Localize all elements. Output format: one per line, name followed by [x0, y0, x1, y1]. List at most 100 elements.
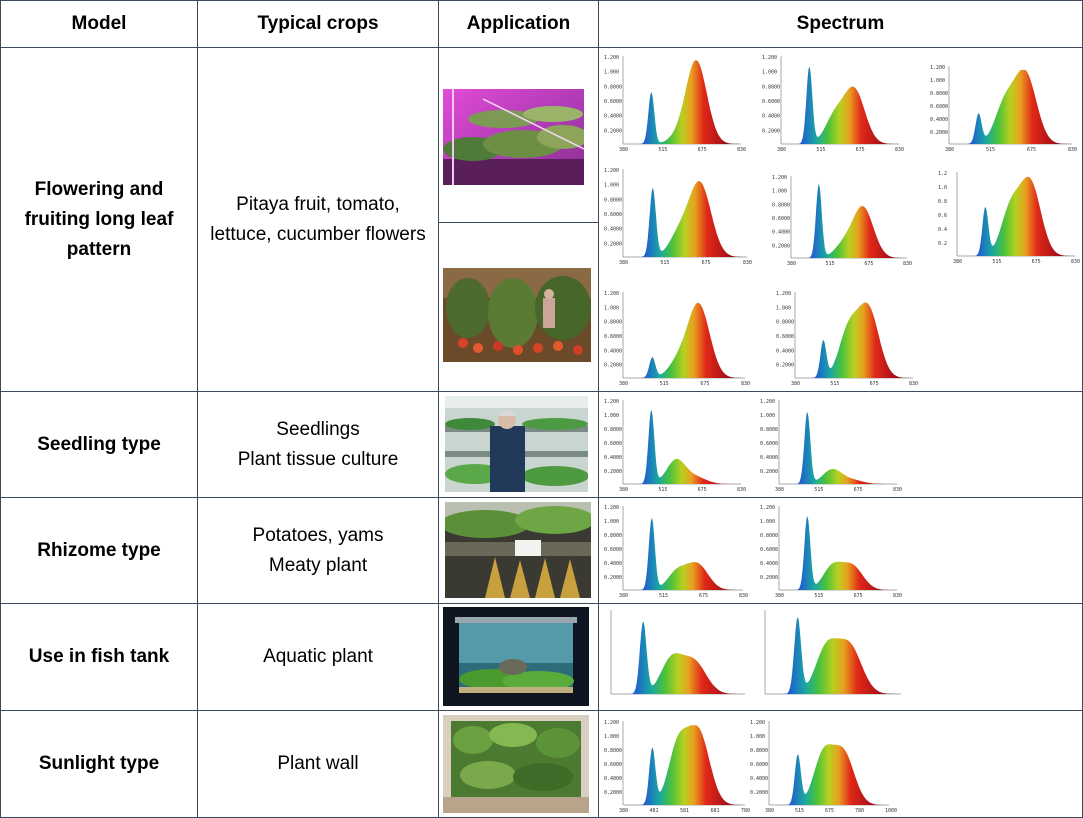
y-tick-label: 0.2000: [604, 790, 622, 796]
model-name-line: Rhizome type: [37, 539, 161, 561]
y-tick-label: 0.8000: [776, 320, 794, 326]
y-tick-label: 0.2000: [930, 130, 948, 136]
x-tick-label: 675: [698, 147, 707, 153]
spectrum-chart: 1.200 1.000 0.8000 0.6000 0.4000 0.2000 380 515…: [761, 52, 904, 153]
y-tick-label: 0.2000: [762, 128, 780, 134]
spectrum-svg: 1.200 1.000 0.8000 0.6000 0.4000 0.2000 380 515…: [772, 175, 912, 267]
spectrum-svg: 1.200 1.000 0.8000 0.6000 0.4000 0.2000 380 515…: [604, 399, 746, 493]
spectrum-curve: [623, 60, 741, 144]
x-tick-label: 830: [737, 487, 746, 493]
x-tick-label: 515: [830, 381, 839, 387]
spectrum-svg: 1.2 1.0 0.8 0.6 0.4 0.2 380 515 675 830: [938, 171, 1080, 265]
spectrum-chart: 1.200 1.000 0.8000 0.6000 0.4000 0.2000 380 515…: [759, 502, 902, 599]
y-tick-label: 0.8000: [604, 533, 622, 539]
x-tick-label: 515: [660, 260, 669, 266]
spectrum-cell: 1.200 1.000 0.8000 0.6000 0.4000 0.2000 380 481…: [598, 710, 1083, 818]
x-tick-label: 515: [659, 593, 668, 599]
spectrum-chart: 1.200 1.000 0.8000 0.6000 0.4000 0.2000 380 515…: [603, 52, 746, 153]
spectrum-chart: 1.200 1.000 0.8000 0.6000 0.4000 0.2000 380 515…: [749, 717, 897, 814]
x-tick-label: 380: [619, 593, 628, 599]
spectrum-cell: 1.200 1.000 0.8000 0.6000 0.4000 0.2000 380 515…: [598, 47, 1083, 392]
x-tick-label: 481: [650, 808, 659, 814]
y-tick-label: 0.4000: [604, 114, 622, 120]
y-tick-label: 1.000: [762, 70, 777, 76]
model-name-line: Seedling type: [37, 433, 161, 455]
x-tick-label: 380: [775, 593, 784, 599]
x-tick-label: 380: [777, 147, 786, 153]
y-tick-label: 0.8000: [760, 533, 778, 539]
y-tick-label: 1.2: [938, 171, 947, 177]
y-tick-label: 0.8000: [604, 84, 622, 90]
spectrum-svg: 1.200 1.000 0.8000 0.6000 0.4000 0.2000 380 515…: [760, 399, 902, 493]
y-tick-label: 1.200: [772, 175, 787, 181]
y-tick-label: 1.200: [604, 720, 619, 726]
spectrum-svg: [764, 610, 901, 695]
spectrum-svg: 1.200 1.000 0.8000 0.6000 0.4000 0.2000 380 515…: [776, 291, 918, 387]
spectrum-svg: 1.200 1.000 0.8000 0.6000 0.4000 0.2000 380 515…: [604, 291, 750, 387]
y-tick-label: 1.0: [938, 185, 947, 191]
y-tick-label: 1.200: [604, 399, 619, 405]
x-tick-label: 380: [619, 260, 628, 266]
y-tick-label: 1.000: [604, 183, 619, 189]
spectrum-curve: [781, 66, 899, 144]
seedling-lab-photo: [445, 396, 588, 492]
y-tick-label: 1.200: [604, 505, 619, 511]
y-tick-label: 0.2000: [604, 575, 622, 581]
spectrum-chart: 1.200 1.000 0.8000 0.6000 0.4000 0.2000 380 515…: [603, 165, 752, 266]
y-tick-label: 0.8000: [930, 91, 948, 97]
y-tick-label: 0.4000: [930, 117, 948, 123]
spectrum-chart: 1.2 1.0 0.8 0.6 0.4 0.2 380 515 675 830: [937, 168, 1080, 265]
y-tick-label: 0.8000: [604, 748, 622, 754]
spectrum-svg: 1.200 1.000 0.8000 0.6000 0.4000 0.2000 380 515…: [750, 720, 897, 814]
y-tick-label: 0.8000: [604, 320, 622, 326]
y-tick-label: 0.6: [938, 213, 947, 219]
crops-line: Meaty plant: [268, 554, 368, 576]
table-row: Use in fish tank Aquatic plant: [0, 603, 1083, 711]
spectrum-curve: [623, 302, 745, 378]
y-tick-label: 1.000: [776, 305, 791, 311]
crops-line: Potatoes, yams: [252, 524, 384, 546]
model-name-line: fruiting long leaf: [24, 208, 174, 230]
spectrum-svg: 1.200 1.000 0.8000 0.6000 0.4000 0.2000 380 515…: [760, 505, 902, 599]
x-tick-label: 515: [816, 147, 825, 153]
x-tick-label: 675: [864, 261, 873, 267]
spectrum-chart: 1.200 1.000 0.8000 0.6000 0.4000 0.2000 380 515…: [603, 502, 748, 599]
x-tick-label: 675: [870, 381, 879, 387]
plant-wall-photo: [443, 715, 589, 813]
x-tick-label: 830: [739, 593, 748, 599]
aquarium-photo: [443, 607, 589, 706]
x-tick-label: 380: [619, 487, 628, 493]
x-tick-label: 515: [658, 487, 667, 493]
y-tick-label: 0.4000: [604, 561, 622, 567]
y-tick-label: 0.2000: [760, 469, 778, 475]
crops-cell: Seedlings Plant tissue culture: [197, 391, 439, 498]
x-tick-label: 515: [986, 147, 995, 153]
header-application: Application: [438, 0, 599, 48]
application-cell: [438, 710, 599, 818]
application-cell: [438, 391, 599, 498]
y-tick-label: 1.200: [760, 399, 775, 405]
y-tick-label: 0.4000: [776, 348, 794, 354]
spectrum-curve: [769, 744, 889, 805]
y-tick-label: 1.200: [776, 291, 791, 297]
y-tick-label: 0.8000: [750, 748, 768, 754]
x-tick-label: 581: [680, 808, 689, 814]
x-tick-label: 380: [619, 808, 628, 814]
x-tick-label: 830: [1071, 259, 1080, 265]
x-tick-label: 515: [814, 487, 823, 493]
table-row: Sunlight type Plant wall 1.200 1.000 0.8: [0, 710, 1083, 818]
header-crops: Typical crops: [197, 0, 439, 48]
spectrum-cell: 1.200 1.000 0.8000 0.6000 0.4000 0.2000 380 515…: [598, 497, 1083, 604]
spectrum-curve: [779, 411, 897, 484]
spectrum-chart: 1.200 1.000 0.8000 0.6000 0.4000 0.2000 380 515…: [603, 288, 750, 387]
y-tick-label: 0.6000: [604, 212, 622, 218]
model-cell: Seedling type: [0, 391, 198, 498]
spectrum-chart: 1.200 1.000 0.8000 0.6000 0.4000 0.2000 380 515…: [775, 288, 918, 387]
crops-cell: Pitaya fruit, tomato, lettuce, cucumber …: [197, 47, 439, 392]
y-tick-label: 0.4000: [604, 227, 622, 233]
y-tick-label: 1.000: [760, 519, 775, 525]
spectrum-curve: [623, 725, 745, 805]
y-tick-label: 0.4000: [604, 776, 622, 782]
spectrum-svg: 1.200 1.000 0.8000 0.6000 0.4000 0.2000 380 481…: [604, 720, 750, 814]
x-tick-label: 675: [1032, 259, 1041, 265]
